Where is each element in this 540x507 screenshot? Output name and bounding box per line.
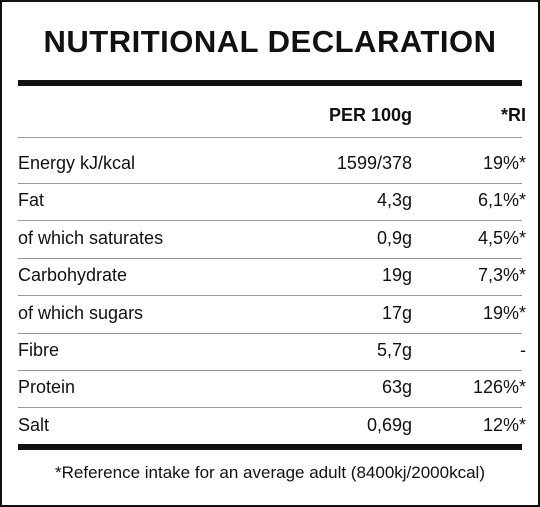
ri-value: 19%* — [482, 153, 526, 173]
nutrient-name: Salt — [18, 414, 50, 435]
nutrient-name: Carbohydrate — [18, 265, 128, 286]
nutrient-name: Protein — [18, 377, 76, 398]
ri-value: 126%* — [472, 377, 526, 398]
ri-value: - — [520, 340, 526, 360]
ri-value: 7,3%* — [477, 265, 526, 286]
per-100g-value: 0,9g — [376, 227, 412, 248]
row-divider — [18, 257, 522, 259]
nutrient-name: Energy kJ/kcal — [18, 153, 136, 173]
divider — [18, 80, 522, 86]
nutrient-name: Fat — [18, 190, 45, 211]
divider — [18, 444, 522, 450]
row-divider — [18, 332, 522, 334]
ri-value: 12%* — [482, 414, 526, 435]
per-100g-value: 1599/378 — [336, 153, 412, 173]
row-divider — [18, 295, 522, 297]
row-divider — [18, 407, 522, 409]
row-divider — [18, 220, 522, 222]
ri-value: 19%* — [482, 302, 526, 323]
footnote: *Reference intake for an average adult (… — [55, 463, 485, 482]
per-100g-value: 19g — [381, 265, 412, 286]
per-100g-value: 5,7g — [376, 340, 412, 360]
per-100g-value: 63g — [381, 377, 412, 398]
per-100g-value: 4,3g — [376, 190, 412, 211]
per-100g-value: 0,69g — [366, 414, 412, 435]
column-header: *RI — [500, 105, 526, 125]
nutrient-name: of which saturates — [18, 227, 164, 248]
divider — [18, 137, 522, 138]
ri-value: 6,1%* — [477, 190, 526, 211]
row-divider — [18, 370, 522, 371]
nutrient-name: Fibre — [18, 340, 60, 360]
title: NUTRITIONAL DECLARATION — [43, 24, 497, 59]
ri-value: 4,5%* — [477, 227, 526, 248]
nutrient-name: of which sugars — [18, 302, 144, 323]
per-100g-value: 17g — [381, 302, 412, 323]
row-divider — [18, 183, 522, 184]
column-header: PER 100g — [328, 105, 412, 125]
